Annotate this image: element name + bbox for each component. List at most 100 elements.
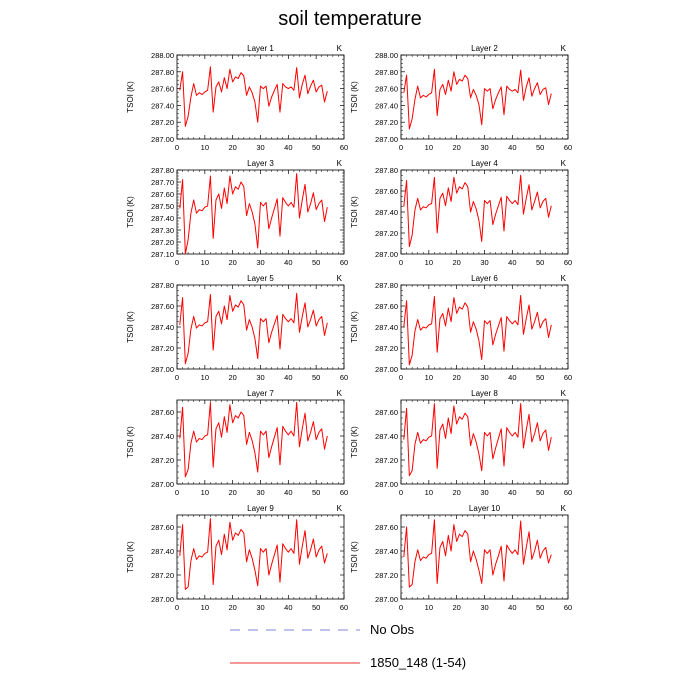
x-tick-label: 0: [399, 373, 403, 382]
y-tick-label: 287.20: [151, 456, 174, 465]
y-tick-label: 287.60: [375, 187, 398, 196]
x-tick-label: 30: [480, 143, 488, 152]
y-tick-label: 287.60: [151, 85, 174, 94]
y-tick-label: 287.80: [375, 68, 398, 77]
x-tick-label: 50: [536, 258, 544, 267]
series-line: [403, 519, 552, 588]
legend-item-no-obs: No Obs: [230, 622, 530, 639]
y-axis-label: TSOI (K): [126, 81, 135, 113]
y-tick-label: 287.80: [151, 166, 174, 175]
x-tick-label: 60: [340, 258, 348, 267]
y-tick-label: 287.60: [151, 302, 174, 311]
x-tick-label: 60: [564, 258, 572, 267]
chart-panel-10: Layer 10 K TSOI (K) 287.00 287.20 287.40 287.6…: [350, 504, 572, 612]
y-tick-label: 287.00: [375, 480, 398, 489]
x-tick-label: 20: [452, 143, 460, 152]
x-tick-label: 40: [508, 603, 516, 612]
x-tick-label: 20: [228, 603, 236, 612]
x-tick-label: 40: [284, 143, 292, 152]
units-label: K: [561, 504, 567, 513]
x-tick-label: 50: [536, 373, 544, 382]
panel-title: Layer 1: [247, 44, 274, 53]
x-tick-label: 60: [564, 143, 572, 152]
chart-panel-5: Layer 5 K TSOI (K) 287.00 287.20 287.40 287.60…: [126, 274, 348, 382]
y-tick-label: 287.20: [375, 344, 398, 353]
x-tick-label: 10: [425, 143, 433, 152]
panel-title: Layer 10: [469, 504, 501, 513]
x-tick-label: 30: [480, 488, 488, 497]
legend-swatch-dashed: [230, 629, 360, 631]
panel-title: Layer 5: [247, 274, 274, 283]
y-tick-label: 287.00: [375, 365, 398, 374]
units-label: K: [337, 159, 343, 168]
x-tick-label: 50: [312, 143, 320, 152]
y-axis-label: TSOI (K): [126, 541, 135, 573]
y-tick-label: 287.40: [375, 208, 398, 217]
y-tick-label: 287.60: [375, 408, 398, 417]
plot-frame: [400, 169, 569, 255]
y-tick-label: 287.80: [151, 281, 174, 290]
x-tick-label: 30: [256, 143, 264, 152]
x-tick-label: 10: [425, 258, 433, 267]
plot-frame: [176, 169, 345, 255]
series-line: [179, 66, 328, 127]
x-tick-label: 40: [508, 258, 516, 267]
units-label: K: [561, 389, 567, 398]
x-tick-label: 40: [284, 373, 292, 382]
y-tick-label: 287.00: [151, 135, 174, 144]
x-tick-label: 0: [175, 258, 179, 267]
x-tick-label: 20: [452, 603, 460, 612]
x-tick-label: 10: [201, 373, 209, 382]
y-tick-label: 287.40: [151, 323, 174, 332]
x-tick-label: 60: [564, 603, 572, 612]
x-tick-label: 20: [228, 258, 236, 267]
x-tick-label: 40: [284, 603, 292, 612]
y-axis-label: TSOI (K): [350, 311, 359, 343]
x-tick-label: 60: [564, 488, 572, 497]
x-tick-label: 50: [536, 603, 544, 612]
x-tick-label: 30: [480, 603, 488, 612]
x-tick-label: 30: [256, 373, 264, 382]
y-tick-label: 287.40: [151, 214, 174, 223]
units-label: K: [561, 44, 567, 53]
x-tick-label: 50: [312, 258, 320, 267]
x-tick-label: 0: [399, 258, 403, 267]
x-tick-label: 0: [175, 373, 179, 382]
x-tick-label: 50: [536, 488, 544, 497]
series-line: [403, 403, 552, 477]
x-tick-label: 40: [284, 258, 292, 267]
y-tick-label: 287.70: [151, 178, 174, 187]
chart-panel-7: Layer 7 K TSOI (K) 287.00 287.20 287.40 287.60…: [126, 389, 348, 497]
y-tick-label: 287.20: [375, 118, 398, 127]
x-tick-label: 0: [175, 143, 179, 152]
y-tick-label: 287.40: [375, 101, 398, 110]
x-tick-label: 30: [256, 488, 264, 497]
y-axis-label: TSOI (K): [126, 311, 135, 343]
y-tick-label: 287.20: [375, 229, 398, 238]
series-line: [179, 292, 328, 365]
y-tick-label: 287.00: [151, 595, 174, 604]
units-label: K: [337, 44, 343, 53]
x-tick-label: 10: [201, 143, 209, 152]
figure-title: soil temperature: [278, 8, 422, 30]
panel-title: Layer 7: [247, 389, 274, 398]
y-tick-label: 287.60: [151, 408, 174, 417]
plot-frame: [176, 399, 345, 485]
x-tick-label: 20: [228, 373, 236, 382]
y-tick-label: 287.40: [151, 432, 174, 441]
y-tick-label: 287.20: [151, 571, 174, 580]
y-tick-label: 287.60: [375, 523, 398, 532]
y-tick-label: 287.10: [151, 250, 174, 259]
x-tick-label: 40: [508, 488, 516, 497]
y-axis-label: TSOI (K): [350, 426, 359, 458]
x-tick-label: 30: [256, 258, 264, 267]
x-tick-label: 20: [452, 258, 460, 267]
y-tick-label: 288.00: [151, 51, 174, 60]
x-tick-label: 60: [340, 603, 348, 612]
x-tick-label: 20: [452, 373, 460, 382]
y-tick-label: 287.20: [375, 571, 398, 580]
y-tick-label: 287.20: [151, 238, 174, 247]
y-tick-label: 287.00: [375, 595, 398, 604]
series-line: [179, 401, 328, 478]
